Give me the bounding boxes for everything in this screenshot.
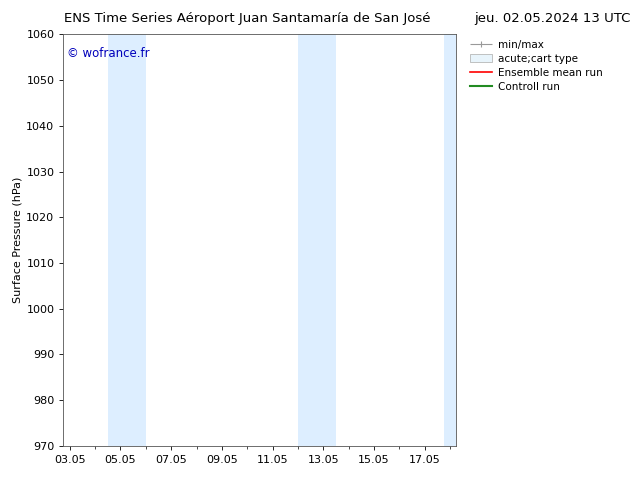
- Bar: [444, 34, 456, 446]
- Text: jeu. 02.05.2024 13 UTC: jeu. 02.05.2024 13 UTC: [474, 12, 631, 25]
- Text: © wofrance.fr: © wofrance.fr: [67, 47, 150, 60]
- Y-axis label: Surface Pressure (hPa): Surface Pressure (hPa): [12, 177, 22, 303]
- Text: ENS Time Series Aéroport Juan Santamaría de San José: ENS Time Series Aéroport Juan Santamaría…: [64, 12, 430, 25]
- Bar: [298, 34, 336, 446]
- Legend: min/max, acute;cart type, Ensemble mean run, Controll run: min/max, acute;cart type, Ensemble mean …: [470, 40, 602, 92]
- Bar: [108, 34, 146, 446]
